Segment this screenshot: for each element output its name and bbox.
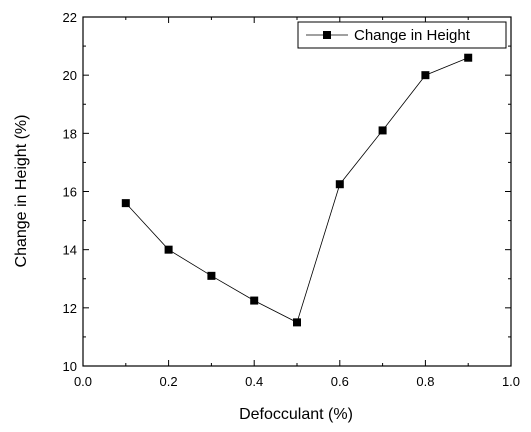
x-axis-tick-label: 0.8	[416, 374, 434, 389]
y-axis-title: Change in Height (%)	[13, 115, 30, 268]
legend-series-label: Change in Height	[354, 27, 471, 44]
y-axis-tick-label: 20	[63, 68, 77, 83]
y-axis-tick-label: 12	[63, 301, 77, 316]
data-point-marker	[378, 126, 387, 135]
x-axis-title: Defocculant (%)	[239, 406, 353, 423]
x-axis-tick-label: 0.6	[331, 374, 349, 389]
y-axis-tick-label: 14	[63, 243, 77, 258]
data-point-marker	[335, 180, 344, 189]
series-line	[125, 57, 469, 323]
x-axis-tick-label: 0.0	[74, 374, 92, 389]
data-point-marker	[250, 296, 259, 305]
legend-marker-square-icon	[323, 31, 331, 39]
y-axis-tick-label: 10	[63, 359, 77, 374]
data-point-marker	[207, 271, 216, 280]
data-point-marker	[164, 245, 173, 254]
data-point-marker	[121, 199, 130, 208]
data-point-marker	[293, 318, 301, 327]
data-point-marker	[421, 71, 430, 80]
y-axis-tick-label: 18	[63, 126, 77, 141]
x-axis-tick-label: 0.2	[160, 374, 178, 389]
x-axis-tick-label: 1.0	[502, 374, 520, 389]
data-point-marker	[464, 53, 473, 62]
x-axis-tick-label: 0.4	[245, 374, 263, 389]
y-axis-tick-label: 22	[63, 10, 77, 25]
y-axis-tick-label: 16	[63, 185, 77, 200]
plot-area-frame	[82, 16, 512, 367]
legend: Change in Height	[297, 21, 507, 49]
